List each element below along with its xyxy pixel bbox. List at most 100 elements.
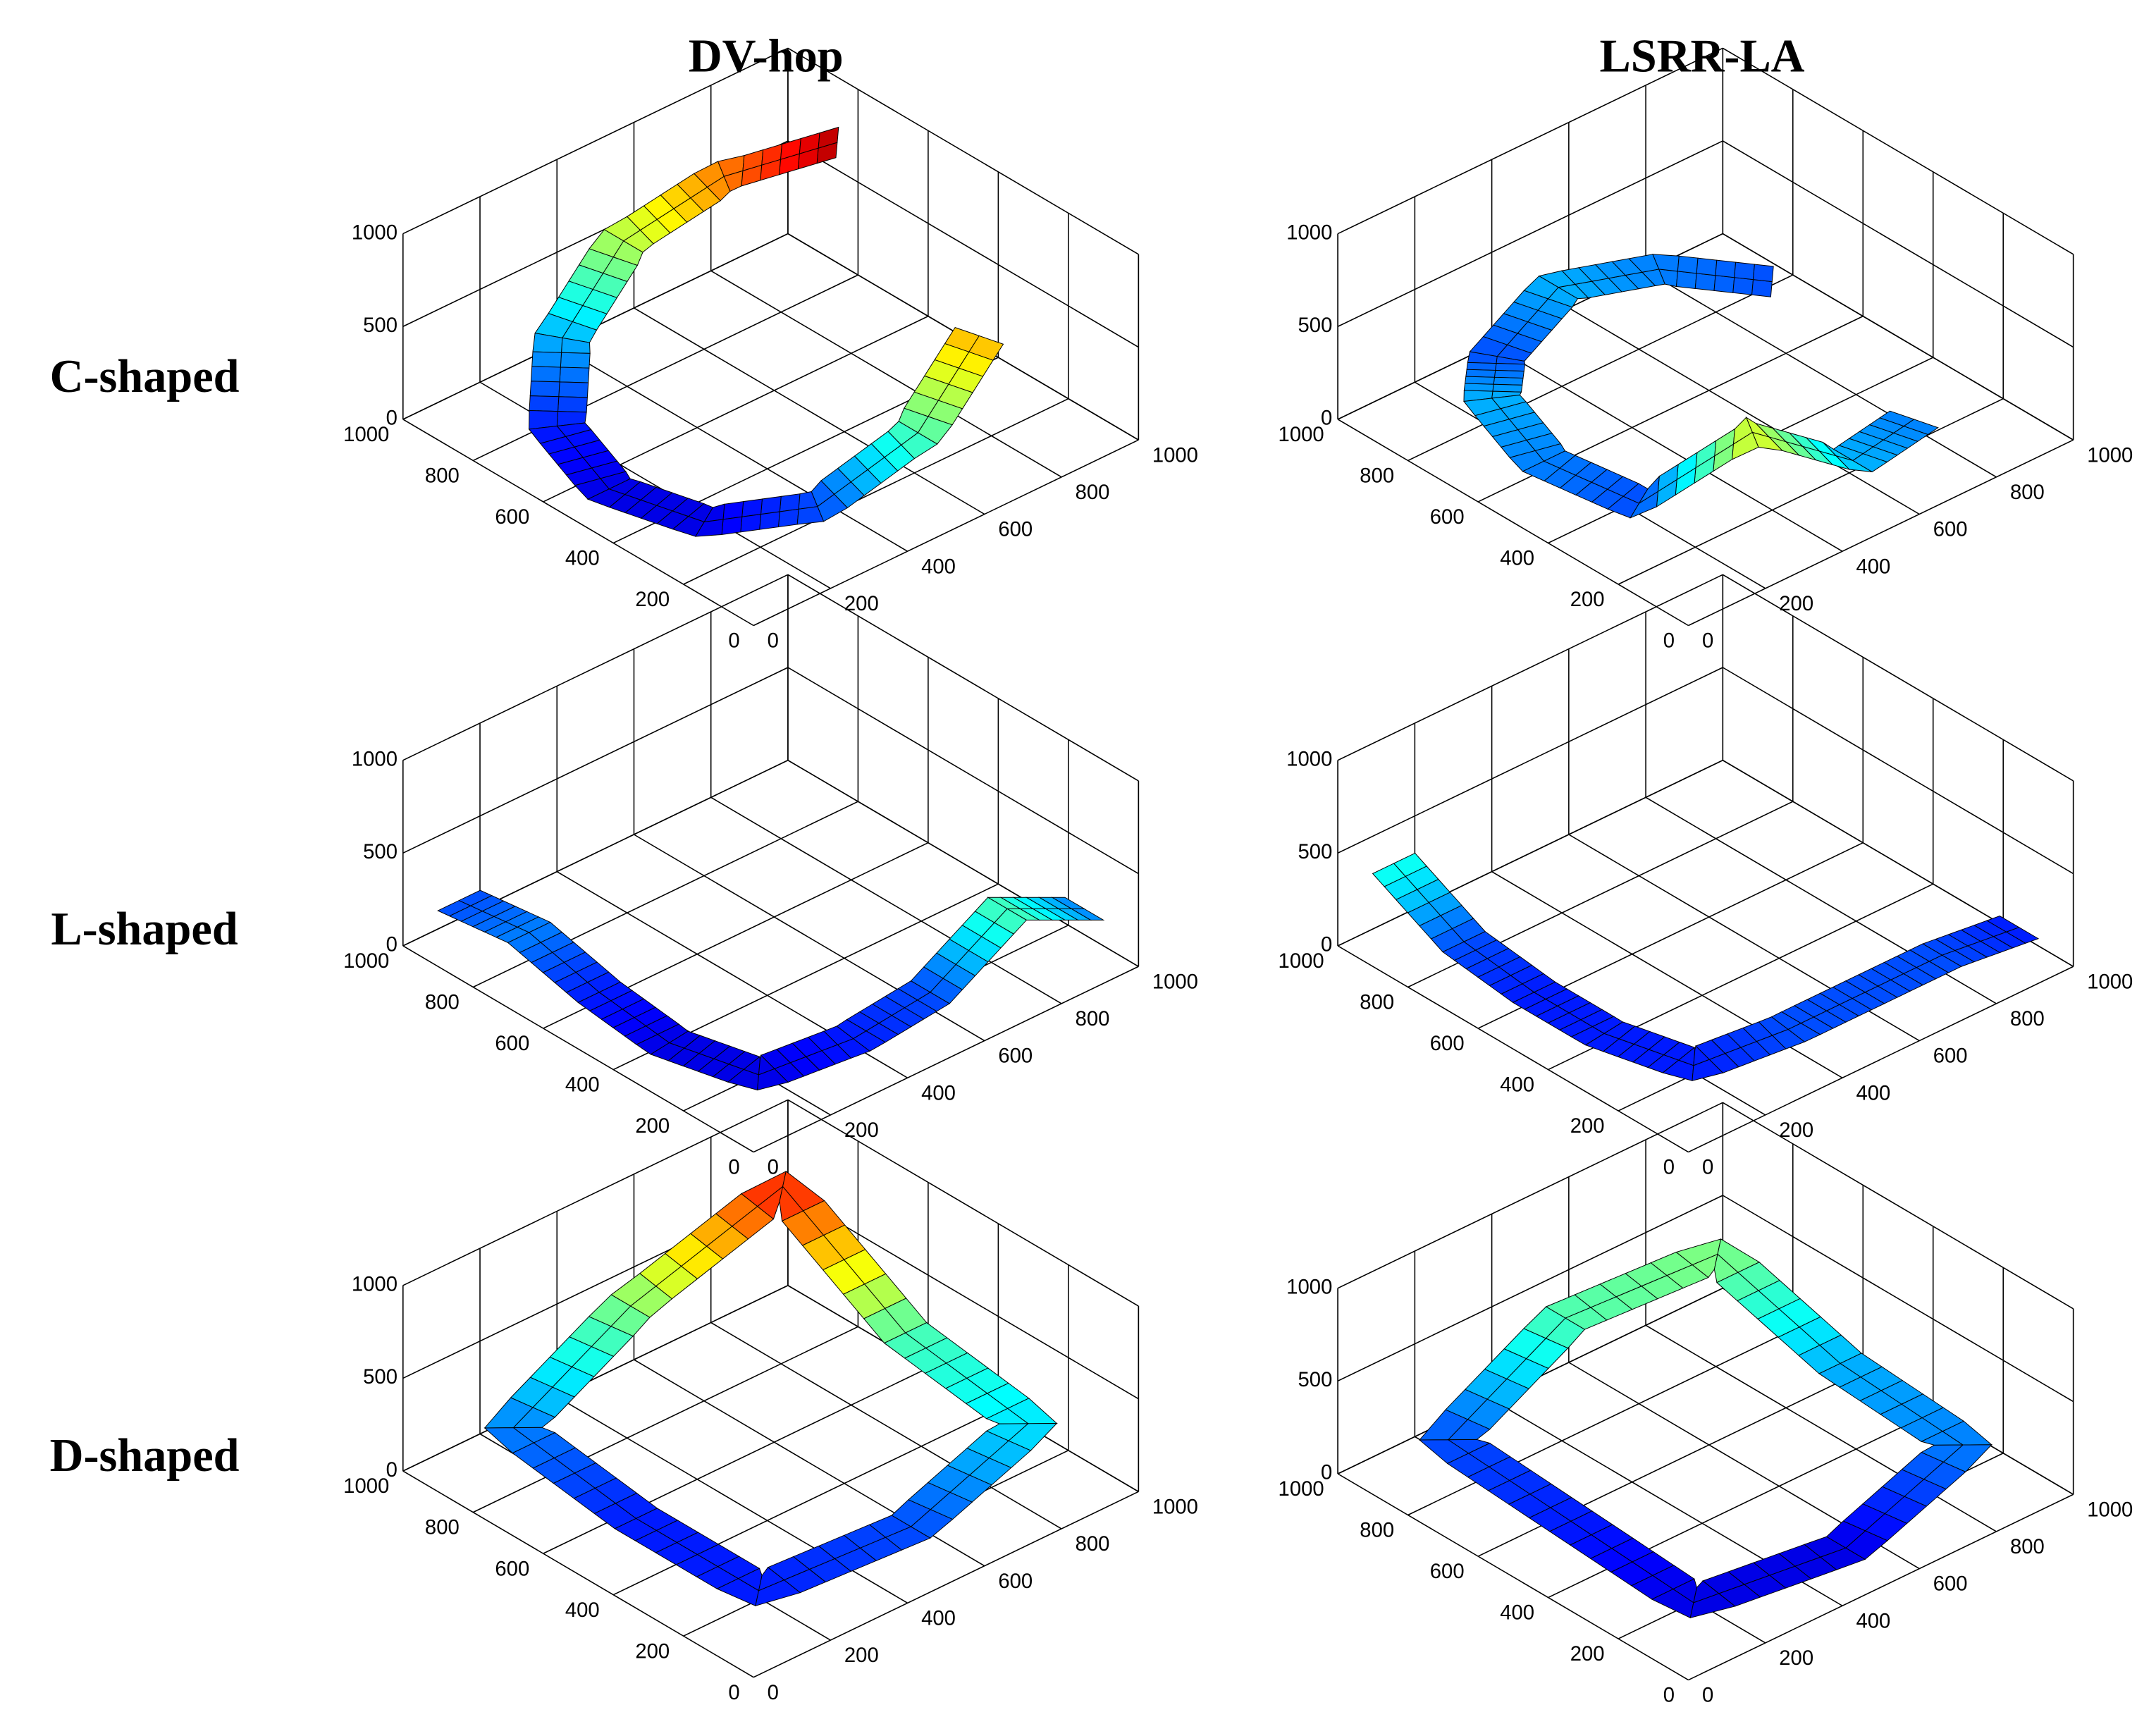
grid-line: [787, 140, 1139, 348]
grid-line: [1407, 274, 1794, 462]
x-tick-label: 200: [844, 1644, 879, 1667]
grid-line: [1688, 966, 2074, 1153]
surface-cell: [818, 126, 839, 149]
x-tick-label: 600: [1933, 1573, 1968, 1596]
grid-line: [1337, 47, 1723, 235]
surface-cell: [1677, 255, 1699, 274]
y-tick-label: 400: [565, 1599, 600, 1622]
y-tick-label: 0: [1663, 1685, 1675, 1707]
grid-line: [402, 1285, 789, 1472]
y-tick-label: 800: [1360, 465, 1394, 488]
y-tick-label: 800: [425, 992, 460, 1014]
grid-line: [1722, 140, 2074, 348]
grid-line: [1722, 1195, 2074, 1403]
z-tick-label: 500: [1298, 841, 1333, 863]
x-tick-label: 600: [998, 519, 1033, 541]
y-tick-label: 600: [1430, 506, 1465, 529]
surface-cell: [1715, 259, 1737, 278]
y-tick-label: 400: [1500, 548, 1534, 570]
x-tick-label: 1000: [2087, 1498, 2133, 1521]
x-tick-label: 1000: [2087, 444, 2133, 467]
surface-cell: [1732, 431, 1759, 460]
z-tick-label: 1000: [1286, 748, 1332, 770]
grid-line: [710, 1322, 1062, 1529]
grid-line: [402, 945, 754, 1153]
y-tick-label: 800: [425, 465, 460, 488]
grid-line: [1337, 945, 1689, 1153]
grid-line: [753, 1491, 1139, 1678]
z-tick-label: 500: [363, 314, 398, 337]
y-tick-label: 600: [1430, 1033, 1465, 1055]
surface-cell: [777, 508, 799, 528]
surface-cell: [1751, 279, 1773, 297]
surface-cell: [755, 1580, 801, 1606]
surface-cell: [694, 519, 724, 537]
y-tick-label: 600: [1430, 1560, 1465, 1583]
row-label: C-shaped: [50, 351, 240, 402]
x-tick-label: 400: [921, 1607, 956, 1630]
grid-line: [710, 796, 1062, 1004]
x-tick-label: 600: [998, 1045, 1033, 1068]
grid-line: [787, 1099, 1139, 1307]
surface-cell: [1463, 383, 1494, 392]
z-tick-label: 500: [1298, 1369, 1333, 1391]
x-tick-label: 0: [1702, 630, 1713, 653]
z-tick-label: 500: [363, 841, 398, 863]
x-tick-label: 800: [1076, 481, 1110, 504]
surface-cell: [530, 366, 561, 383]
x-tick-label: 1000: [1152, 971, 1198, 993]
surface-cell: [1495, 363, 1526, 372]
x-tick-label: 400: [921, 1082, 956, 1104]
x-tick-label: 600: [998, 1570, 1033, 1593]
z-tick-label: 1000: [352, 748, 398, 770]
surface-cell: [1466, 362, 1497, 371]
y-tick-label: 600: [495, 1033, 529, 1055]
surface-cell: [559, 367, 590, 383]
y-tick-label: 0: [728, 630, 739, 653]
y-tick-label: 0: [728, 1157, 739, 1179]
grid-line: [1688, 1494, 2074, 1681]
surface-cell: [529, 381, 560, 398]
surface-cell: [1465, 376, 1495, 385]
x-tick-label: 200: [844, 1119, 879, 1142]
grid-line: [1722, 574, 2074, 782]
surface-cell: [1492, 383, 1523, 393]
x-tick-label: 400: [921, 555, 956, 578]
grid-line: [1337, 759, 1723, 947]
grid-line: [753, 439, 1139, 627]
surface-cell: [1675, 271, 1697, 289]
z-tick-label: 0: [386, 1459, 398, 1482]
x-tick-label: 600: [1933, 519, 1968, 541]
surface-cell: [1693, 1045, 1711, 1066]
grid-line: [787, 47, 1139, 255]
grid-line: [1568, 307, 1920, 515]
x-tick-label: 0: [768, 630, 779, 653]
surface-cell: [1689, 1593, 1736, 1619]
x-tick-label: 200: [1779, 1647, 1813, 1670]
surface-cell: [1732, 277, 1754, 295]
x-tick-label: 0: [768, 1682, 779, 1704]
z-tick-label: 500: [363, 1366, 398, 1389]
x-tick-label: 400: [1856, 555, 1891, 578]
grid-line: [1337, 1195, 1723, 1382]
x-tick-label: 200: [844, 593, 879, 615]
x-tick-label: 400: [1856, 1082, 1891, 1104]
grid-line: [1722, 47, 2074, 255]
grid-line: [787, 574, 1139, 782]
z-tick-label: 0: [1321, 407, 1332, 430]
grid-line: [1337, 1102, 1723, 1289]
grid-line: [753, 966, 1139, 1153]
grid-line: [556, 344, 908, 552]
surface-cell: [558, 396, 588, 413]
surface-cell: [758, 1054, 775, 1076]
x-tick-label: 200: [1779, 593, 1813, 615]
surface-cell: [560, 352, 591, 369]
y-tick-label: 400: [1500, 1602, 1534, 1625]
y-tick-label: 200: [1570, 1643, 1605, 1665]
x-tick-label: 1000: [1152, 1496, 1198, 1518]
column-title: LSRR-LA: [1600, 30, 1805, 82]
y-tick-label: 600: [495, 1558, 529, 1580]
surface-cell: [1493, 376, 1524, 386]
y-tick-label: 200: [635, 589, 670, 611]
